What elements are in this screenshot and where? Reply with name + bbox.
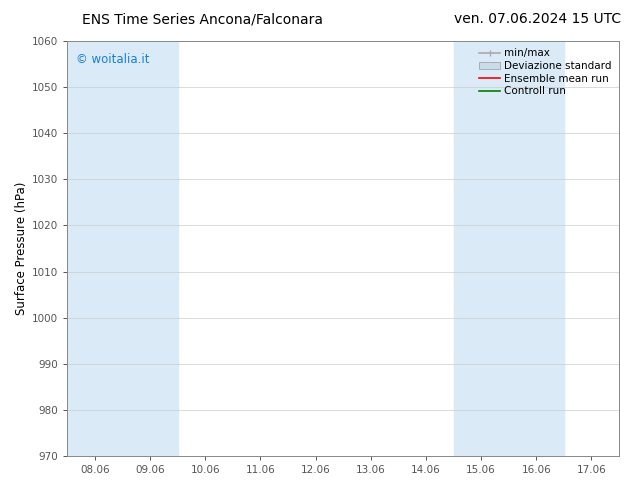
Legend: min/max, Deviazione standard, Ensemble mean run, Controll run: min/max, Deviazione standard, Ensemble m… xyxy=(477,46,614,98)
Bar xyxy=(67,41,178,456)
Text: ven. 07.06.2024 15 UTC: ven. 07.06.2024 15 UTC xyxy=(454,12,621,26)
Text: © woitalia.it: © woitalia.it xyxy=(75,53,149,67)
Bar xyxy=(453,41,564,456)
Y-axis label: Surface Pressure (hPa): Surface Pressure (hPa) xyxy=(15,182,28,315)
Text: ENS Time Series Ancona/Falconara: ENS Time Series Ancona/Falconara xyxy=(82,12,323,26)
